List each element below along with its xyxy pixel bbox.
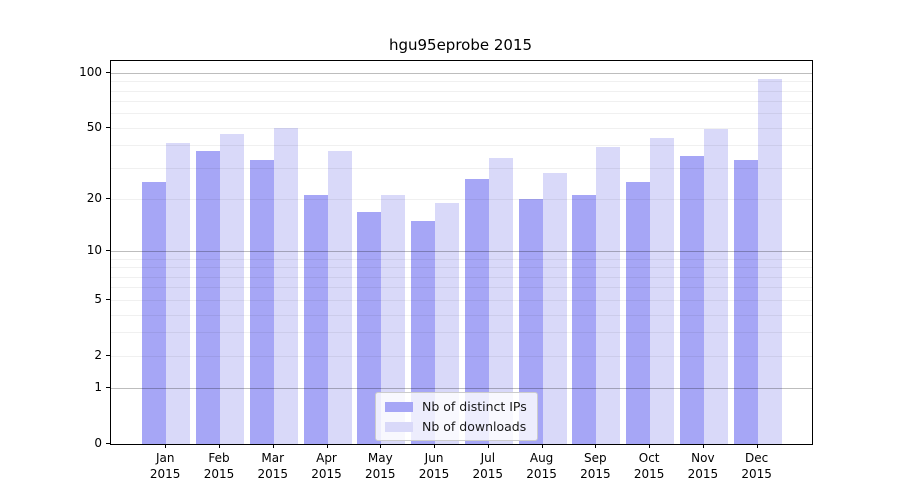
legend-label: Nb of distinct IPs	[422, 399, 527, 414]
x-tick-month: Sep	[584, 451, 607, 465]
bar-distinct-ips-sep	[572, 195, 597, 444]
x-tick-mark	[165, 444, 167, 448]
x-tick-label: Apr 2015	[299, 450, 355, 482]
minor-gridline	[111, 101, 812, 103]
x-tick-year: 2015	[149, 467, 181, 481]
legend: Nb of distinct IPs Nb of downloads	[375, 392, 538, 441]
x-tick-year: 2015	[364, 467, 396, 481]
x-tick-year: 2015	[311, 467, 342, 481]
x-tick-month: Apr	[316, 451, 337, 465]
y-tick-mark	[106, 354, 110, 356]
x-tick-month: Feb	[208, 451, 230, 465]
bar-distinct-ips-apr	[303, 195, 328, 444]
x-tick-year: 2015	[526, 467, 557, 481]
x-tick-label: Oct 2015	[621, 450, 677, 482]
x-tick-label: Jun 2015	[406, 450, 462, 482]
y-tick-label: 5	[94, 291, 102, 306]
x-tick-year: 2015	[687, 467, 719, 481]
bar-distinct-ips-dec	[733, 160, 758, 444]
bar-downloads-nov	[703, 129, 728, 444]
x-tick-label: Aug 2015	[514, 450, 570, 482]
y-tick-mark	[106, 443, 110, 444]
x-tick-mark	[595, 444, 597, 448]
x-tick-mark	[541, 444, 543, 448]
y-tick-mark	[106, 198, 110, 200]
x-tick-year: 2015	[203, 467, 235, 481]
bar-downloads-aug	[542, 173, 567, 444]
legend-swatch-distinct-ips	[385, 401, 413, 412]
x-tick-mark	[487, 444, 489, 448]
major-gridline	[111, 72, 812, 74]
bar-downloads-oct	[650, 137, 675, 444]
y-tick-label: 20	[86, 191, 102, 206]
y-tick-mark	[106, 298, 110, 300]
x-tick-year: 2015	[633, 467, 665, 481]
y-tick-label: 50	[86, 119, 102, 134]
y-tick-label: 0	[94, 436, 102, 450]
x-tick-label: Mar 2015	[245, 450, 301, 482]
plot-area: Nb of distinct IPs Nb of downloads	[110, 60, 813, 445]
bar-downloads-dec	[757, 79, 782, 444]
minor-gridline	[111, 113, 812, 115]
bar-downloads-jan	[166, 143, 191, 444]
y-tick-mark	[106, 71, 110, 73]
x-tick-label: May 2015	[352, 450, 408, 482]
x-tick-label: Dec 2015	[729, 450, 785, 482]
x-tick-month: Nov	[691, 451, 715, 465]
x-tick-mark	[326, 444, 328, 448]
x-tick-month: Jul	[480, 451, 496, 465]
y-tick-label: 2	[94, 347, 102, 362]
x-tick-mark	[702, 444, 704, 448]
x-tick-mark	[756, 444, 758, 448]
y-tick-mark	[106, 126, 110, 128]
bar-downloads-apr	[327, 151, 352, 444]
bar-distinct-ips-oct	[626, 181, 651, 444]
x-tick-year: 2015	[580, 467, 611, 481]
x-tick-month: Mar	[261, 451, 285, 465]
x-tick-month: Jan	[155, 451, 175, 465]
legend-item: Nb of distinct IPs	[385, 399, 527, 414]
x-tick-mark	[218, 444, 220, 448]
x-tick-year: 2015	[418, 467, 450, 481]
bar-distinct-ips-mar	[249, 160, 274, 444]
x-tick-year: 2015	[741, 467, 772, 481]
bar-distinct-ips-feb	[195, 151, 220, 444]
x-tick-label: Jul 2015	[460, 450, 516, 482]
bar-distinct-ips-jan	[142, 181, 167, 444]
y-tick-label: 1	[94, 380, 102, 395]
y-tick-mark	[106, 387, 110, 389]
x-tick-year: 2015	[257, 467, 288, 481]
x-tick-month: Aug	[529, 451, 554, 465]
minor-gridline	[111, 81, 812, 83]
x-tick-mark	[649, 444, 651, 448]
minor-gridline	[111, 90, 812, 92]
x-tick-label: Feb 2015	[191, 450, 247, 482]
chart-title: hgu95eprobe 2015	[388, 36, 533, 54]
x-tick-month: May	[367, 451, 393, 465]
x-tick-label: Nov 2015	[675, 450, 731, 482]
x-tick-mark	[434, 444, 436, 448]
y-tick-label: 100	[79, 64, 102, 79]
legend-item: Nb of downloads	[385, 419, 527, 434]
x-tick-month: Dec	[745, 451, 769, 465]
bar-downloads-sep	[596, 147, 621, 444]
x-tick-mark	[272, 444, 274, 448]
x-tick-label: Sep 2015	[567, 450, 623, 482]
y-tick-mark	[106, 250, 110, 252]
x-tick-label: Jan 2015	[137, 450, 193, 482]
x-tick-mark	[380, 444, 382, 448]
bar-downloads-mar	[273, 127, 298, 444]
legend-swatch-downloads	[385, 421, 413, 432]
legend-label: Nb of downloads	[422, 419, 527, 434]
bar-downloads-feb	[219, 134, 244, 444]
y-tick-label: 10	[86, 243, 102, 258]
bar-distinct-ips-nov	[679, 155, 704, 444]
x-tick-month: Jun	[424, 451, 444, 465]
x-tick-year: 2015	[472, 467, 504, 481]
x-tick-month: Oct	[638, 451, 660, 465]
